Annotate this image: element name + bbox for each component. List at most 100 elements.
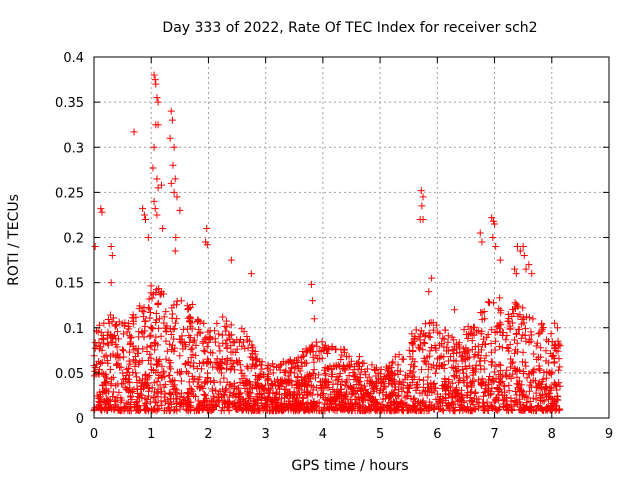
data-point <box>228 331 236 339</box>
data-point <box>516 366 524 374</box>
data-point <box>97 328 105 336</box>
data-point <box>236 338 244 346</box>
data-point <box>111 397 119 405</box>
data-point <box>321 370 329 378</box>
data-point <box>516 385 524 393</box>
data-point <box>540 406 548 414</box>
data-point <box>109 392 117 400</box>
data-point <box>479 392 487 400</box>
data-point <box>91 339 99 347</box>
data-point <box>485 391 493 399</box>
data-point <box>269 381 277 389</box>
data-point <box>509 305 517 313</box>
data-point <box>219 339 227 347</box>
data-point <box>114 405 122 413</box>
data-point <box>362 385 370 393</box>
data-point <box>419 215 427 223</box>
data-point <box>491 405 499 413</box>
data-point <box>217 359 225 367</box>
data-point <box>501 382 509 390</box>
data-point <box>481 402 489 410</box>
data-point <box>245 378 253 386</box>
data-point <box>410 403 418 411</box>
data-point <box>416 336 424 344</box>
data-point <box>167 359 175 367</box>
y-tick-label: 0.4 <box>63 51 84 66</box>
data-point <box>216 378 224 386</box>
data-point <box>177 389 185 397</box>
data-point <box>185 332 193 340</box>
data-point <box>325 404 333 412</box>
data-point <box>181 343 189 351</box>
data-point <box>547 330 555 338</box>
data-point <box>431 369 439 377</box>
data-point <box>494 322 502 330</box>
data-point <box>441 383 449 391</box>
data-point <box>194 317 202 325</box>
data-point <box>184 397 192 405</box>
data-point <box>146 350 154 358</box>
data-point <box>386 376 394 384</box>
data-point <box>491 328 499 336</box>
data-point <box>112 322 120 330</box>
data-point <box>555 406 563 414</box>
data-point <box>258 383 266 391</box>
data-point <box>478 309 486 317</box>
data-point <box>125 348 133 356</box>
data-point <box>460 369 468 377</box>
data-point <box>244 364 252 372</box>
data-point <box>248 341 256 349</box>
data-point <box>419 376 427 384</box>
data-point <box>510 309 518 317</box>
data-point <box>108 318 116 326</box>
data-point <box>341 366 349 374</box>
data-point <box>285 388 293 396</box>
data-point <box>98 358 106 366</box>
data-point <box>546 369 554 377</box>
data-point <box>253 355 261 363</box>
data-point <box>521 404 529 412</box>
data-point <box>191 336 199 344</box>
data-point <box>395 392 403 400</box>
data-point <box>223 336 231 344</box>
data-point <box>423 391 431 399</box>
data-point <box>135 328 143 336</box>
data-point <box>309 386 317 394</box>
data-point <box>491 220 499 228</box>
data-point <box>377 406 385 414</box>
data-point <box>434 390 442 398</box>
data-point <box>151 76 159 84</box>
data-point <box>419 193 427 201</box>
data-point <box>536 329 544 337</box>
x-tick-label: 1 <box>147 427 155 442</box>
data-point <box>222 327 230 335</box>
data-point <box>235 404 243 412</box>
data-point <box>147 289 155 297</box>
data-point <box>142 215 149 223</box>
data-point <box>522 362 530 370</box>
data-point <box>147 323 155 331</box>
data-point <box>104 316 112 324</box>
data-point <box>143 376 151 384</box>
data-point <box>502 336 510 344</box>
data-point <box>156 372 164 380</box>
data-point <box>236 361 244 369</box>
data-point <box>167 107 175 115</box>
data-point <box>247 270 255 278</box>
data-point <box>385 393 393 401</box>
data-point <box>148 366 156 374</box>
data-point <box>417 187 425 195</box>
data-point <box>457 391 465 399</box>
data-point <box>430 406 438 414</box>
data-point <box>296 404 304 412</box>
data-point <box>241 344 249 352</box>
data-point <box>542 347 550 355</box>
data-point <box>149 164 157 172</box>
data-point <box>394 371 402 379</box>
data-point <box>303 405 311 413</box>
data-point <box>129 368 137 376</box>
data-point <box>403 389 411 397</box>
data-point <box>144 379 152 387</box>
data-point <box>243 402 251 410</box>
data-point <box>541 390 549 398</box>
